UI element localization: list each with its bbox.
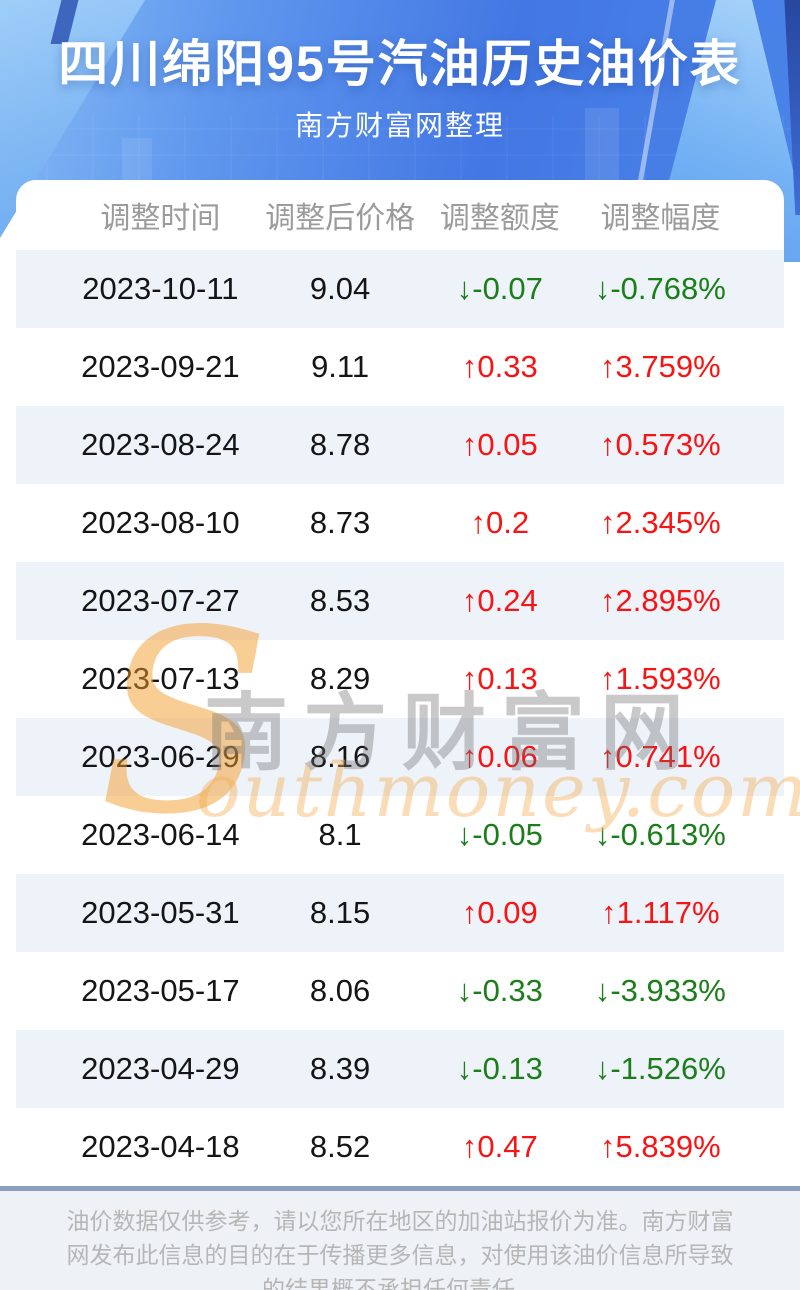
table-row: 2023-09-21 9.11 ↑0.33 ↑3.759% xyxy=(16,328,784,406)
table-row: 2023-08-24 8.78 ↑0.05 ↑0.573% xyxy=(16,406,784,484)
price-table-card: 调整时间 调整后价格 调整额度 调整幅度 2023-10-11 9.04 ↓-0.0… xyxy=(16,180,784,1186)
col-header-adjust-time: 调整时间 xyxy=(100,202,221,235)
cell-change-pct: ↑5.839% xyxy=(600,1129,721,1164)
cell-price: 8.15 xyxy=(309,895,371,930)
cell-date: 2023-06-29 xyxy=(81,739,240,774)
cell-change: ↑0.47 xyxy=(461,1129,538,1164)
cell-price: 8.78 xyxy=(309,427,371,462)
table-rows: 2023-10-11 9.04 ↓-0.07 ↓-0.768% 2023-09-21 9.… xyxy=(16,250,784,1186)
cell-change-pct: ↓-0.613% xyxy=(594,817,726,852)
table-header-row: 调整时间 调整后价格 调整额度 调整幅度 xyxy=(16,180,784,250)
cell-change: ↑0.06 xyxy=(461,739,538,774)
cell-price: 8.1 xyxy=(318,817,362,852)
cell-price: 8.39 xyxy=(309,1051,371,1086)
footer-disclaimer-area: 油价数据仅供参考，请以您所在地区的加油站报价为准。南方财富网发布此信息的目的在于… xyxy=(0,1186,800,1290)
cell-change: ↑0.05 xyxy=(461,427,538,462)
cell-change-pct: ↑3.759% xyxy=(600,349,721,384)
cell-change-pct: ↑2.345% xyxy=(600,505,721,540)
cell-change-pct: ↑0.741% xyxy=(600,739,721,774)
cell-change: ↓-0.05 xyxy=(456,817,543,852)
table-row: 2023-06-29 8.16 ↑0.06 ↑0.741% xyxy=(16,718,784,796)
disclaimer-text: 油价数据仅供参考，请以您所在地区的加油站报价为准。南方财富网发布此信息的目的在于… xyxy=(66,1208,734,1290)
cell-price: 8.73 xyxy=(309,505,371,540)
page-title: 四川绵阳95号汽油历史油价表 xyxy=(58,36,742,92)
cell-change-pct: ↓-3.933% xyxy=(594,973,726,1008)
table-row: 2023-06-14 8.1 ↓-0.05 ↓-0.613% xyxy=(16,796,784,874)
table-row: 2023-10-11 9.04 ↓-0.07 ↓-0.768% xyxy=(16,250,784,328)
cell-change-pct: ↑0.573% xyxy=(600,427,721,462)
cell-change: ↑0.33 xyxy=(461,349,538,384)
cell-change: ↓-0.33 xyxy=(456,973,543,1008)
cell-price: 9.11 xyxy=(311,349,370,384)
cell-change: ↑0.2 xyxy=(470,505,530,540)
col-header-adjusted-price: 调整后价格 xyxy=(265,202,416,235)
cell-date: 2023-09-21 xyxy=(81,349,240,384)
cell-date: 2023-06-14 xyxy=(81,817,240,852)
cell-change-pct: ↑1.593% xyxy=(600,661,721,696)
grid-pattern-decoration xyxy=(0,115,800,182)
table-row: 2023-08-10 8.73 ↑0.2 ↑2.345% xyxy=(16,484,784,562)
table-row: 2023-07-13 8.29 ↑0.13 ↑1.593% xyxy=(16,640,784,718)
col-header-adjust-amount: 调整额度 xyxy=(439,202,560,235)
cell-change-pct: ↓-0.768% xyxy=(594,271,726,306)
table-row: 2023-07-27 8.53 ↑0.24 ↑2.895% xyxy=(16,562,784,640)
cell-price: 8.06 xyxy=(309,973,371,1008)
cell-date: 2023-10-11 xyxy=(82,271,239,306)
cell-date: 2023-07-13 xyxy=(81,661,240,696)
table-row: 2023-05-17 8.06 ↓-0.33 ↓-3.933% xyxy=(16,952,784,1030)
header-banner xyxy=(0,0,800,182)
cell-change-pct: ↑2.895% xyxy=(600,583,721,618)
cell-date: 2023-07-27 xyxy=(81,583,240,618)
cell-price: 8.29 xyxy=(309,661,371,696)
cell-date: 2023-05-31 xyxy=(81,895,240,930)
table-row: 2023-04-18 8.52 ↑0.47 ↑5.839% xyxy=(16,1108,784,1186)
cell-change: ↑0.09 xyxy=(461,895,538,930)
cell-change: ↓-0.13 xyxy=(456,1051,543,1086)
cell-date: 2023-04-18 xyxy=(81,1129,240,1164)
page-subtitle: 南方财富网整理 xyxy=(294,110,505,141)
cell-date: 2023-08-10 xyxy=(81,505,240,540)
cell-price: 9.04 xyxy=(309,271,371,306)
candle-bar-decoration xyxy=(585,108,619,182)
cell-price: 8.52 xyxy=(309,1129,371,1164)
cell-date: 2023-05-17 xyxy=(81,973,240,1008)
cell-change-pct: ↓-1.526% xyxy=(594,1051,726,1086)
table-row: 2023-04-29 8.39 ↓-0.13 ↓-1.526% xyxy=(16,1030,784,1108)
cell-change: ↑0.24 xyxy=(461,583,538,618)
cell-date: 2023-08-24 xyxy=(81,427,240,462)
cell-change-pct: ↑1.117% xyxy=(601,895,720,930)
cell-price: 8.53 xyxy=(309,583,371,618)
candle-bar-decoration xyxy=(122,138,152,182)
cell-change: ↓-0.07 xyxy=(456,271,543,306)
cell-change: ↑0.13 xyxy=(461,661,538,696)
col-header-adjust-range: 调整幅度 xyxy=(600,202,721,235)
cell-date: 2023-04-29 xyxy=(81,1051,240,1086)
cell-price: 8.16 xyxy=(309,739,371,774)
table-row: 2023-05-31 8.15 ↑0.09 ↑1.117% xyxy=(16,874,784,952)
